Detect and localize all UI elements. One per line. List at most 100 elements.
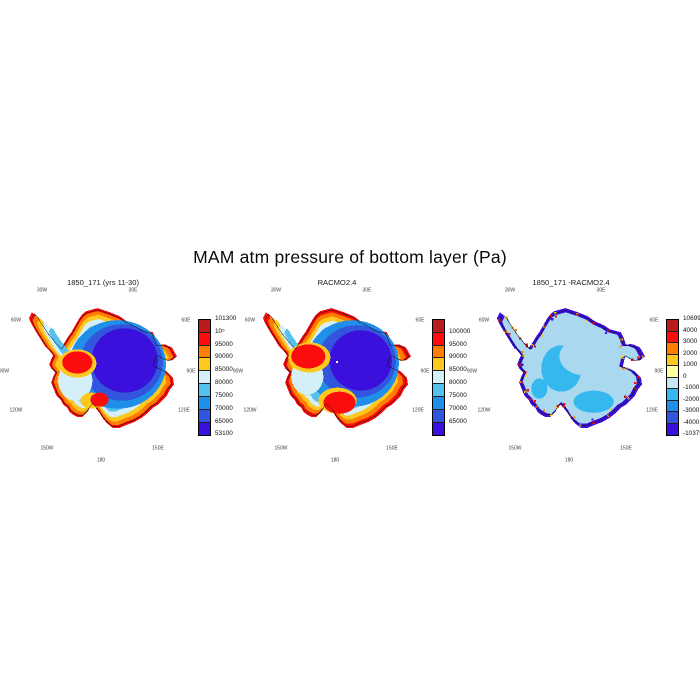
coastline-contour [499,310,643,426]
colorbar-tick-label: 70000 [215,404,233,412]
colorbar-tick-label: 95000 [449,340,467,348]
colorbar-segment [199,396,210,410]
colorbar-segment [433,409,444,423]
colorbar-segment [199,320,210,333]
diff-speckle [604,331,608,335]
lon-label-180: 180 [564,457,574,464]
colorbar-tick-label: 101300 [215,315,237,322]
diff-speckle [563,402,566,406]
lon-label-30e: 30E [596,287,606,294]
lon-label-120w: 120W [477,407,491,414]
diff-speckle [526,389,529,392]
diff-speckle [591,418,594,421]
panel-title: 1850_171 -RACMO2.4 [532,278,610,287]
antarctica-pressure-map [29,308,177,428]
antarctica-pressure-map [263,308,411,428]
colorbar-tick-label: -4000 [683,418,700,426]
colorbar-tick-label: 1000 [683,361,698,369]
diff-speckle [533,345,537,348]
lon-label-120e: 120E [178,407,190,414]
colorbar-tick-label: 75000 [215,391,233,399]
lon-label-150e: 150E [620,445,632,452]
diff-speckle [514,329,517,332]
field-patch-indigo [329,330,392,391]
colorbar-tick-label: 80000 [215,379,233,387]
field-patch-red [291,344,326,369]
lon-label-90w: 90W [232,368,244,375]
diff-speckle [521,363,524,366]
lon-label-150w: 150W [274,445,288,452]
field-patch-diff_cyan [573,390,614,413]
lon-label-30e: 30E [128,287,138,294]
field-patch-red [62,351,93,374]
panel-racmo: RACMO2.4 100000 95000 90000 85000 80000 75000… [232,0,470,700]
panel-title: 1850_171 (yrs 11-30) [66,278,140,287]
colorbar-segment [667,412,678,424]
colorbar-tick-label: -2000 [683,395,700,403]
colorbar-segment [433,384,444,397]
field-patch-red [90,392,109,407]
colorbar-tick-label: 75000 [449,391,467,399]
figure-title: MAM atm pressure of bottom layer (Pa) [193,247,507,267]
diff-speckle [624,395,627,398]
colorbar [198,319,211,436]
south-pole-marker [335,360,339,363]
colorbar-segment [433,396,444,410]
lon-label-120e: 120E [646,407,658,414]
diff-speckle [573,416,576,419]
colorbar-segment [433,332,444,346]
diff-speckle [619,345,622,348]
colorbar-segment [433,422,444,436]
colorbar-segment [667,423,678,436]
lon-label-120w: 120W [9,407,23,414]
colorbar-segment [199,332,210,346]
diff-speckle [609,408,612,411]
diff-speckle [551,318,554,321]
colorbar [432,319,445,436]
colorbar-segment [433,320,444,333]
colorbar-tick-label: 70000 [449,404,467,412]
lon-label-60e: 60E [649,317,659,324]
colorbar-segment [667,400,678,413]
colorbar-tick-label: 4000 [683,326,698,334]
field-patch-diff_cyan [531,378,548,399]
lon-label-30w: 30W [36,287,48,294]
colorbar-tick-label: 95000 [215,340,233,348]
lon-label-120w: 120W [243,407,257,414]
lon-label-90w: 90W [0,368,10,375]
diff-speckle [541,334,544,337]
colorbar-segment [667,366,678,378]
colorbar-tick-label: 65000 [215,417,233,425]
diff-speckle [521,350,524,354]
colorbar-tick-label: 10⁵ [215,327,225,335]
colorbar [666,319,679,436]
colorbar-tick-label: -10379 [683,430,700,438]
colorbar-tick-label: -3000 [683,407,700,415]
panel-difference: 1850_171 -RACMO2.4 10699 4000 3000 2000 1000… [467,0,700,700]
colorbar-segment [433,358,444,372]
diff-speckle [543,409,546,412]
colorbar-tick-label: 80000 [449,379,467,387]
colorbar-tick-label: 0 [683,372,687,380]
lon-label-150e: 150E [386,445,398,452]
lon-label-90e: 90E [420,368,430,375]
lon-label-180: 180 [330,457,340,464]
diff-speckle [622,367,625,370]
diff-speckle [533,400,537,403]
lon-label-30e: 30E [362,287,372,294]
colorbar-segment [199,371,210,385]
diff-speckle [508,332,511,335]
colorbar-tick-label: 85000 [215,366,233,374]
colorbar-tick-label: 10699 [683,315,700,322]
diff-speckle [636,356,640,359]
lon-label-120e: 120E [412,407,424,414]
field-patch-red [323,391,356,414]
colorbar-tick-label: 65000 [449,417,467,425]
diff-speckle [554,315,558,318]
diff-speckle [525,343,528,346]
colorbar-segment [667,389,678,401]
lon-label-60w: 60W [478,317,490,324]
colorbar-segment [667,354,678,367]
colorbar-segment [199,358,210,372]
diff-speckle [621,355,624,358]
